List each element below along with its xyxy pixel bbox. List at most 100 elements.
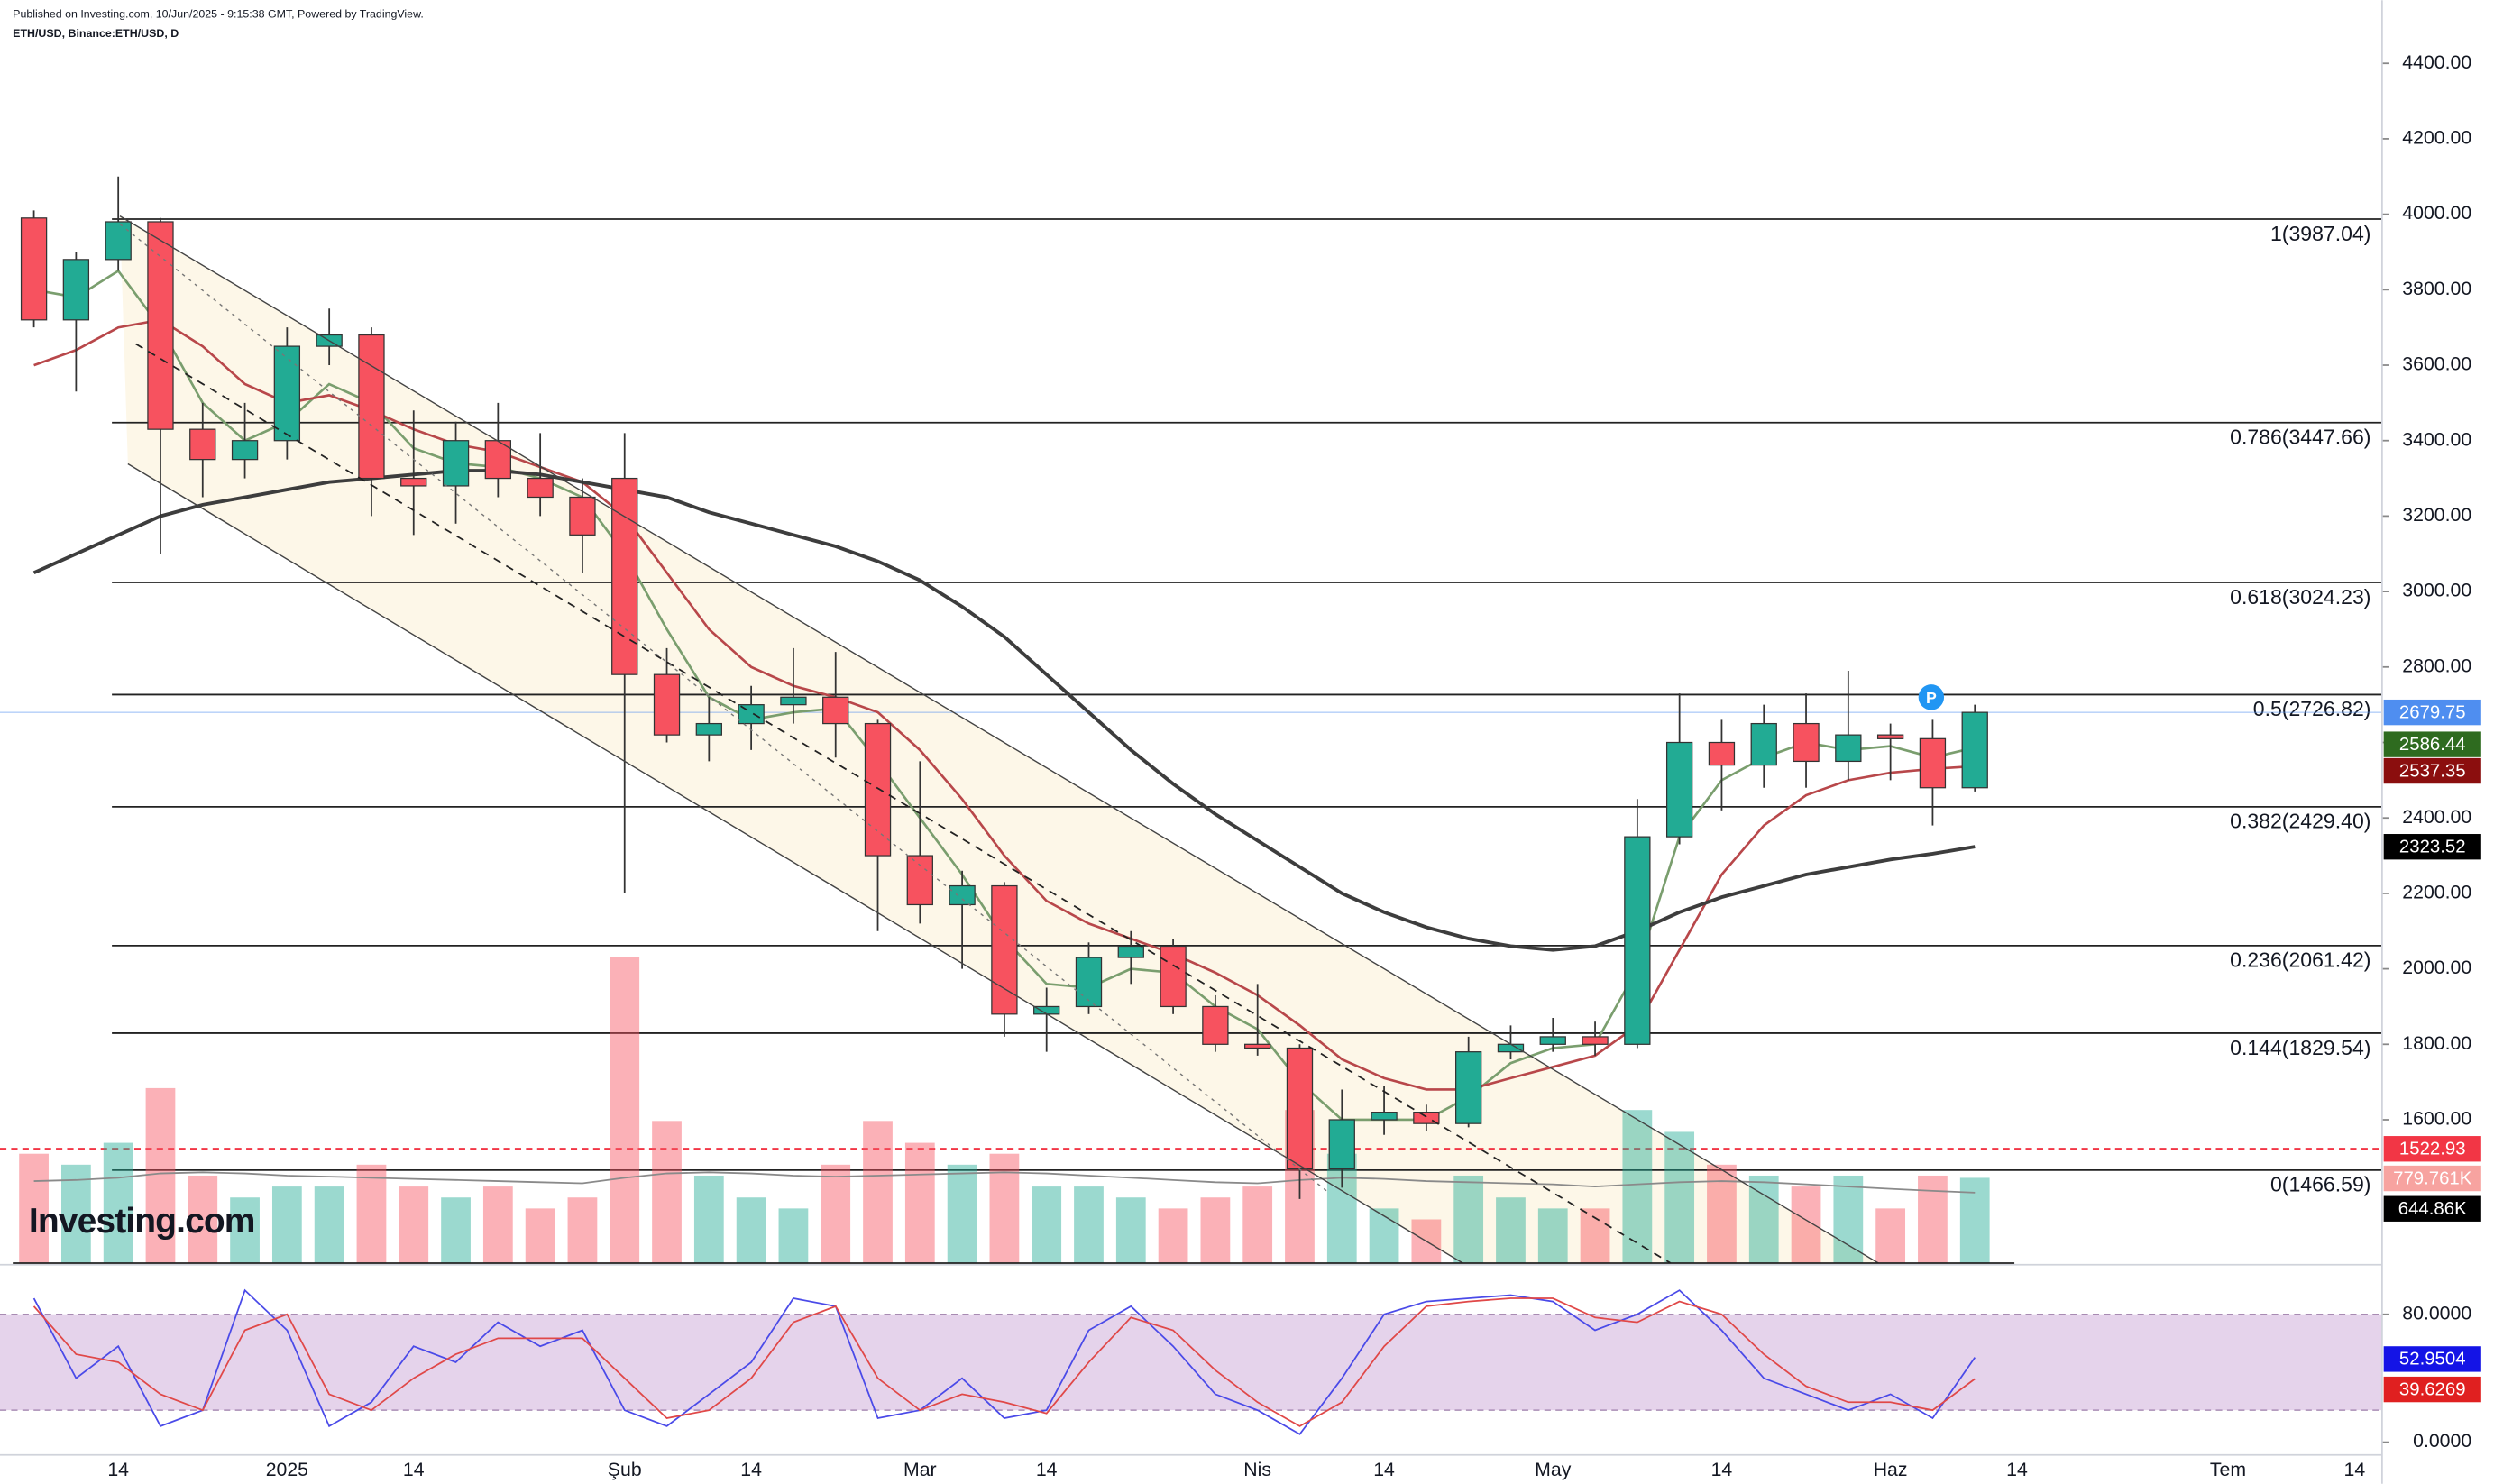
candle-body — [358, 334, 385, 480]
header-published: Published on Investing.com, 10/Jun/2025 … — [13, 8, 424, 21]
x-tick-label: Tem — [2210, 1459, 2246, 1480]
fib-label: 0.236(2061.42) — [2230, 948, 2370, 972]
candle-body — [400, 477, 427, 487]
candle-body — [1455, 1051, 1482, 1124]
layers: 1600.001800.002000.002200.002400.002600.… — [0, 51, 2481, 1480]
ma-tag-bg — [2383, 731, 2481, 757]
alert-tag-bg — [2383, 1136, 2481, 1162]
volume-bar — [1748, 1175, 1779, 1264]
volume-bar — [989, 1153, 1020, 1264]
volume-bar — [736, 1197, 766, 1264]
candle-body — [991, 884, 1018, 1015]
y-tick-label: 4000.00 — [2402, 202, 2471, 224]
candle-body — [1624, 836, 1651, 1045]
volume-bar — [1580, 1208, 1610, 1264]
candle-body — [62, 259, 90, 321]
publish-icon-letter: P — [1926, 689, 1937, 707]
candle-body — [484, 440, 512, 480]
last-price-tag-bg — [2383, 699, 2481, 726]
channel-upper — [119, 215, 1879, 1264]
candle-body — [1835, 734, 1862, 763]
oscillator-line — [32, 1297, 1976, 1427]
volume-bar — [1875, 1208, 1906, 1264]
volume-bar — [145, 1087, 176, 1264]
volume-bar — [19, 1153, 49, 1264]
y-tick-label: 3200.00 — [2402, 504, 2471, 526]
candle-body — [949, 884, 976, 906]
volume-bar — [1496, 1197, 1526, 1264]
volume-ma-tag-bg — [2383, 1195, 2481, 1222]
candle-body — [1750, 722, 1777, 766]
volume-ma-tag: 644.86K — [2398, 1199, 2467, 1219]
volume-tag-bg — [2383, 1165, 2481, 1192]
candle-body — [1539, 1036, 1566, 1045]
volume-bar — [778, 1208, 809, 1264]
trend-dotted — [119, 223, 1328, 1192]
y-tick-label: 2200.00 — [2402, 882, 2471, 903]
candle-body — [273, 345, 301, 442]
volume-bar — [1032, 1186, 1062, 1264]
volume-bar — [1453, 1175, 1484, 1264]
volume-bar — [1833, 1175, 1864, 1264]
candle-body — [1793, 722, 1820, 763]
x-tick-label: 14 — [1373, 1459, 1395, 1480]
fib-label: 0.382(2429.40) — [2230, 810, 2370, 833]
candle-body — [1371, 1112, 1398, 1121]
volume-bar — [904, 1142, 935, 1264]
volume-bar — [610, 957, 640, 1264]
osc-tag: 39.6269 — [2399, 1379, 2466, 1399]
candle-body — [1075, 957, 1103, 1008]
x-tick-label: 14 — [1036, 1459, 1058, 1480]
publish-icon — [1918, 684, 1945, 710]
volume-bar — [652, 1121, 682, 1264]
volume-bar — [1664, 1131, 1695, 1264]
volume-bar — [1918, 1175, 1948, 1264]
y-tick-label: 2400.00 — [2402, 806, 2471, 828]
candle-body — [442, 440, 470, 487]
volume-bar — [1242, 1186, 1273, 1264]
candle-body — [569, 496, 596, 536]
y-tick-label: 3600.00 — [2402, 353, 2471, 375]
x-tick-label: Haz — [1874, 1459, 1908, 1480]
volume-bar — [947, 1164, 977, 1264]
x-tick-label: May — [1535, 1459, 1572, 1480]
candle-body — [1160, 945, 1187, 1008]
candle-body — [105, 221, 132, 261]
x-tick-label: 14 — [740, 1459, 762, 1480]
y-tick-label: 4200.00 — [2402, 127, 2471, 149]
fib-label: 0.144(1829.54) — [2230, 1036, 2370, 1059]
osc-band — [0, 1314, 2382, 1411]
volume-bar — [525, 1208, 555, 1264]
ma-tag: 2586.44 — [2399, 735, 2466, 755]
volume-bar — [399, 1186, 429, 1264]
x-tick-label: 2025 — [266, 1459, 308, 1480]
volume-bar — [1959, 1177, 1990, 1264]
candle-body — [1497, 1043, 1525, 1053]
x-tick-label: 14 — [1711, 1459, 1733, 1480]
volume-bar — [1200, 1197, 1231, 1264]
candle-body — [864, 722, 892, 857]
x-tick-label: Mar — [903, 1459, 937, 1480]
moving-average — [32, 469, 1976, 952]
volume-bar — [356, 1164, 387, 1264]
candle-body — [1876, 734, 1904, 739]
volume-bar — [1707, 1164, 1737, 1264]
ma-tag-bg — [2383, 757, 2481, 784]
volume-bar — [1158, 1208, 1188, 1264]
candle-body — [1117, 945, 1144, 958]
alert-tag: 1522.93 — [2399, 1140, 2466, 1159]
y-tick-label: 2000.00 — [2402, 957, 2471, 978]
logo: Investing.com — [29, 1202, 255, 1241]
candle-body — [1033, 1005, 1060, 1015]
y-tick-label: 3000.00 — [2402, 580, 2471, 601]
volume-bar — [1074, 1186, 1104, 1264]
fib-label: 0.5(2726.82) — [2253, 697, 2371, 720]
x-tick-label: 14 — [2006, 1459, 2028, 1480]
osc-tick-label: 0.0000 — [2413, 1430, 2471, 1452]
volume-ma — [33, 1171, 1976, 1194]
volume-bar — [230, 1197, 260, 1264]
volume-bar — [1369, 1208, 1399, 1264]
